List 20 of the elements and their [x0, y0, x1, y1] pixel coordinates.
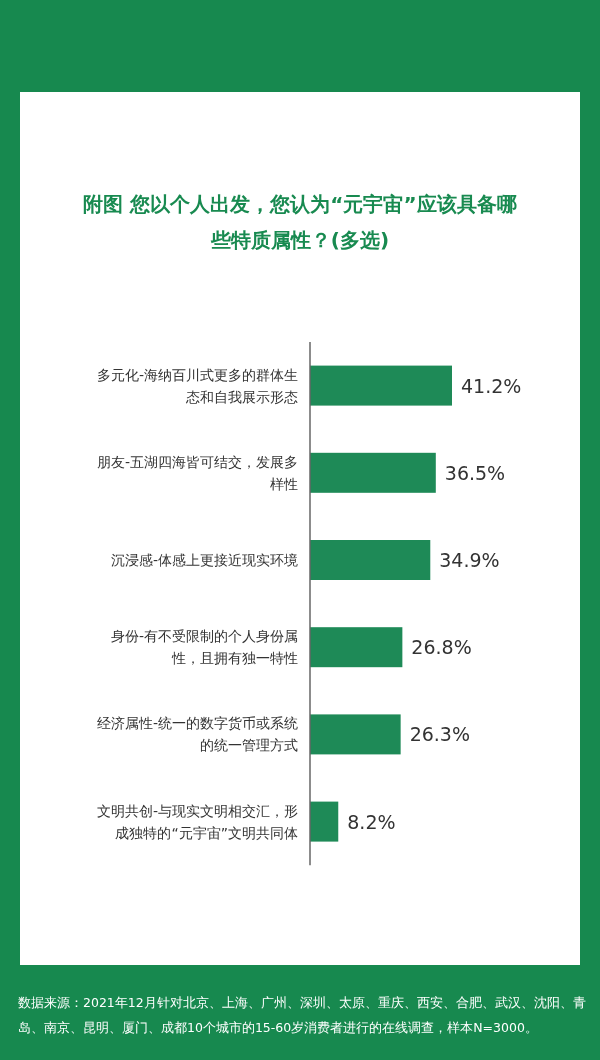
y-tick-label: 经济属性-统一的数字货币或系统的统一管理方式 [95, 714, 298, 756]
y-tick-label: 多元化-海纳百川式更多的群体生态和自我展示形态 [95, 365, 298, 407]
data-label: 26.3% [409, 723, 471, 746]
y-tick-label: 沉浸感-体感上更接近现实环境 [109, 551, 298, 570]
data-label: 34.9% [439, 549, 500, 571]
bar [310, 452, 436, 493]
data-label: 8.2% [347, 810, 396, 833]
data-label: 36.5% [444, 461, 506, 484]
data-label: 41.2% [461, 374, 522, 397]
y-tick-label: 身份-有不受限制的个人身份属性，且拥有独一特性 [109, 627, 298, 669]
y-tick-label: 朋友-五湖四海皆可结交，发展多样性 [95, 452, 298, 494]
bar [310, 365, 452, 406]
bar [310, 540, 431, 580]
y-tick-label: 文明共创-与现实文明相交汇，形成独特的“元宇宙”文明共同体 [95, 801, 298, 843]
bar [310, 801, 339, 842]
bar [310, 714, 401, 755]
chart-title: 附图 您以个人出发，您认为“元宇宙”应该具备哪些特质属性？(多选) [82, 191, 518, 254]
source-note: 数据来源：2021年12月针对北京、上海、广州、深圳、太原、重庆、西安、合肥、武汉、沈阳、青岛、南京、昆明、厦门、成都10个城市的15-60岁消费者进行的在线调查，样本N=3000。 [18, 994, 586, 1037]
data-label: 26.8% [411, 636, 472, 659]
bar [310, 627, 403, 668]
